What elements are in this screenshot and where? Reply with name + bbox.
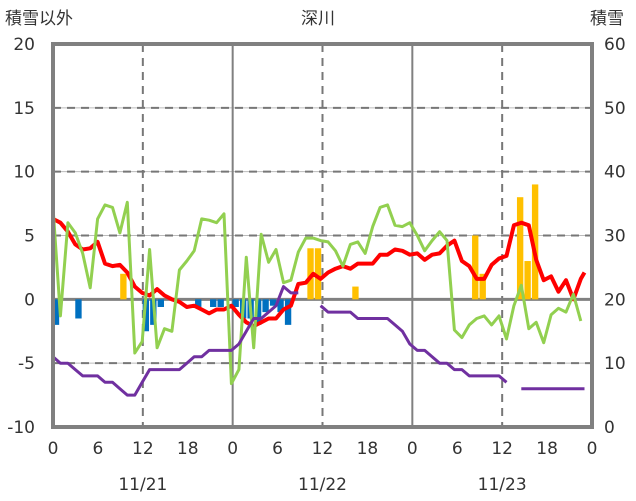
- blue-bar: [277, 299, 284, 313]
- date-label: 11/21: [118, 475, 167, 495]
- blue-bar: [269, 299, 277, 306]
- blue-bar: [210, 299, 217, 307]
- yellow-bar: [516, 197, 524, 300]
- x-tick-label: 0: [587, 439, 598, 459]
- x-tick-label: 18: [536, 439, 558, 459]
- left-tick-label: 15: [13, 99, 35, 119]
- left-axis-title: 積雪以外: [5, 9, 73, 29]
- yellow-bar: [120, 273, 127, 300]
- x-tick-label: 0: [227, 439, 238, 459]
- blue-bar: [195, 299, 202, 307]
- x-tick-label: 12: [491, 439, 513, 459]
- blue-bar: [142, 299, 150, 332]
- x-tick-label: 18: [177, 439, 199, 459]
- left-tick-label: 20: [13, 35, 35, 55]
- yellow-bar: [472, 235, 479, 300]
- yellow-bar: [352, 286, 359, 300]
- right-tick-label: 30: [604, 227, 626, 247]
- blue-bar: [75, 299, 82, 319]
- green-series-line: [51, 200, 583, 386]
- yellow-bar: [524, 261, 531, 300]
- left-tick-label: 10: [13, 163, 35, 183]
- left-tick-label: 0: [24, 290, 35, 310]
- right-tick-label: 0: [604, 418, 615, 438]
- purple-series-line: [52, 285, 585, 397]
- right-tick-label: 40: [604, 163, 626, 183]
- yellow-bar: [479, 273, 486, 300]
- red-series-line: [52, 217, 587, 329]
- x-tick-label: 6: [93, 439, 104, 459]
- x-tick-label: 0: [407, 439, 418, 459]
- left-tick-label: -5: [18, 354, 35, 374]
- yellow-bar: [531, 184, 539, 300]
- blue-bar: [157, 299, 164, 307]
- left-tick-label: 5: [24, 227, 35, 247]
- blue-bar: [52, 299, 60, 325]
- right-tick-label: 20: [604, 290, 626, 310]
- blue-bar: [217, 299, 224, 307]
- plot-frame: [51, 42, 594, 429]
- right-tick-label: 60: [604, 35, 626, 55]
- x-tick-label: 12: [312, 439, 334, 459]
- right-tick-label: 50: [604, 99, 626, 119]
- blue-bar: [284, 299, 292, 325]
- yellow-bar: [314, 248, 322, 300]
- x-tick-label: 12: [132, 439, 154, 459]
- left-tick-label: -10: [7, 418, 35, 438]
- right-tick-label: 10: [604, 354, 626, 374]
- blue-bar: [262, 299, 269, 313]
- date-label: 11/22: [298, 475, 347, 495]
- x-tick-label: 0: [48, 439, 59, 459]
- date-label: 11/23: [478, 475, 527, 495]
- blue-bar: [254, 299, 262, 325]
- yellow-bar: [307, 248, 314, 300]
- blue-bar: [232, 299, 239, 307]
- chart-title: 深川: [301, 9, 335, 29]
- x-tick-label: 6: [272, 439, 283, 459]
- right-axis-title: 積雪: [590, 9, 624, 29]
- x-tick-label: 18: [357, 439, 379, 459]
- x-tick-label: 6: [452, 439, 463, 459]
